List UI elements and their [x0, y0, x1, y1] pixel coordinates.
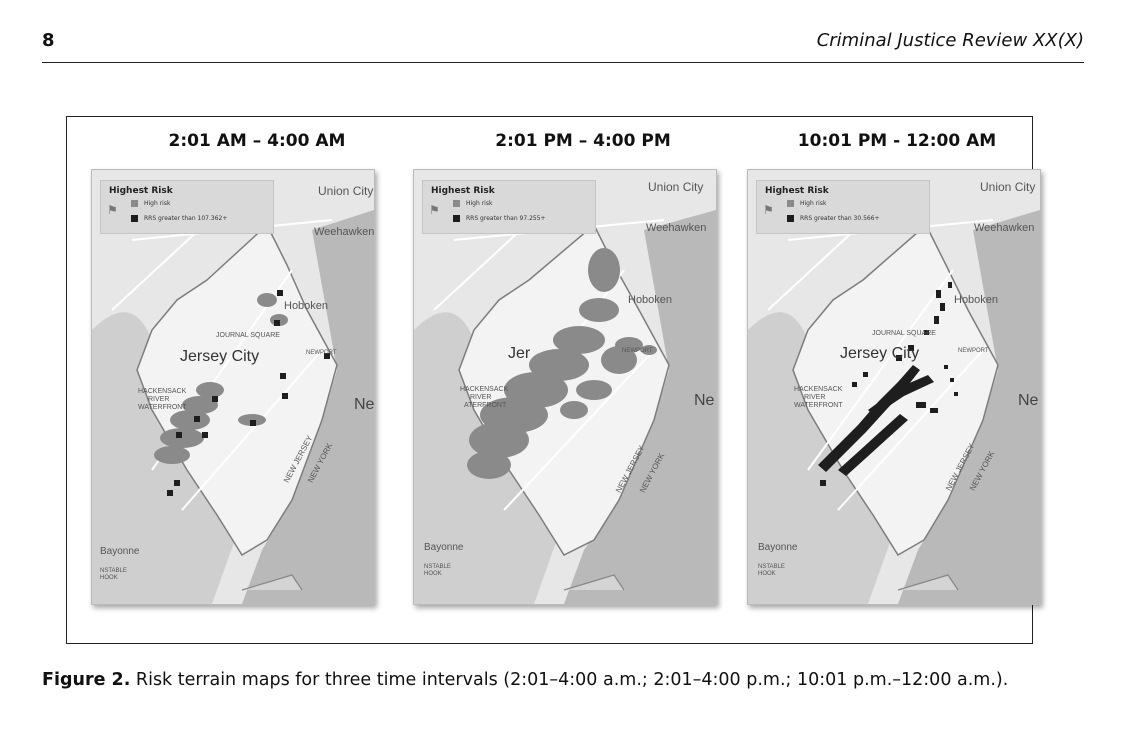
label-river: RIVER	[148, 396, 170, 403]
label-ne: Ne	[1018, 392, 1039, 409]
legend-title: Highest Risk	[765, 186, 829, 196]
map-panel-night: Highest Risk ⚑ High risk RRS greater tha…	[747, 169, 1041, 605]
label-waterfront: WATERFRONT	[794, 402, 843, 409]
label-union-city: Union City	[980, 180, 1036, 194]
figure-caption-label: Figure 2.	[42, 670, 131, 690]
location-pin-icon: ⚑	[107, 203, 118, 217]
legend-item-high-risk: High risk	[787, 200, 826, 207]
legend-title: Highest Risk	[109, 186, 173, 196]
panel-title-am: 2:01 AM – 4:00 AM	[168, 131, 346, 151]
label-union-city: Union City	[648, 180, 704, 194]
legend-label-rrs: RRS greater than 107.362+	[144, 215, 228, 222]
label-jersey-city: Jersey City	[840, 345, 920, 362]
figure-caption: Figure 2. Risk terrain maps for three ti…	[42, 670, 1008, 690]
label-union-city: Union City	[318, 184, 374, 198]
label-journal-square: JOURNAL SQUARE	[216, 332, 280, 339]
page-number: 8	[42, 30, 55, 51]
legend-label-high-risk: High risk	[800, 200, 827, 207]
label-hoboken: Hoboken	[284, 300, 329, 312]
label-ne: Ne	[354, 396, 375, 413]
map-panel-pm: Highest Risk ⚑ High risk RRS greater tha…	[413, 169, 717, 605]
label-hook: HOOK	[100, 575, 118, 581]
journal-title: Criminal Justice Review XX(X)	[816, 30, 1084, 51]
label-constable: NSTABLE	[758, 564, 785, 570]
legend-item-high-risk: High risk	[453, 200, 492, 207]
label-jersey-city: Jer	[508, 345, 531, 362]
label-hoboken: Hoboken	[954, 294, 999, 306]
label-weehawken: Weehawken	[974, 222, 1035, 234]
figure-2: 2:01 AM – 4:00 AM	[66, 116, 1041, 644]
label-river: RIVER	[470, 394, 492, 401]
label-hook: HOOK	[758, 571, 776, 577]
map-panel-am: Highest Risk ⚑ High risk RRS greater tha…	[91, 169, 375, 605]
legend-item-high-risk: High risk	[131, 200, 170, 207]
legend-am: Highest Risk ⚑ High risk RRS greater tha…	[100, 180, 274, 234]
legend-label-rrs: RRS greater than 30.566+	[800, 215, 880, 222]
label-hackensack: HACKENSACK	[460, 386, 509, 393]
label-ne: Ne	[694, 392, 715, 409]
location-pin-icon: ⚑	[429, 203, 440, 217]
label-newport: NEWPORT	[622, 348, 653, 354]
label-hackensack: HACKENSACK	[794, 386, 843, 393]
label-bayonne: Bayonne	[758, 542, 798, 553]
legend-item-rrs: RRS greater than 107.362+	[131, 215, 227, 222]
label-constable: NSTABLE	[424, 564, 451, 570]
panel-title-pm: 2:01 PM – 4:00 PM	[495, 131, 671, 151]
legend-pm: Highest Risk ⚑ High risk RRS greater tha…	[422, 180, 596, 234]
map-graphic-pm	[414, 189, 716, 604]
figure-caption-text: Risk terrain maps for three time interva…	[130, 670, 1009, 690]
label-river: RIVER	[804, 394, 826, 401]
legend-item-rrs: RRS greater than 30.566+	[787, 215, 880, 222]
label-bayonne: Bayonne	[424, 542, 464, 553]
label-hoboken: Hoboken	[628, 294, 673, 306]
legend-label-high-risk: High risk	[466, 200, 493, 207]
label-waterfront: WATERFRONT	[138, 404, 187, 411]
label-weehawken: Weehawken	[314, 226, 375, 238]
label-hook: HOOK	[424, 571, 442, 577]
page-header: 8 Criminal Justice Review XX(X)	[42, 30, 1084, 63]
label-newport: NEWPORT	[306, 350, 337, 356]
legend-label-high-risk: High risk	[144, 200, 171, 207]
legend-item-rrs: RRS greater than 97.255+	[453, 215, 546, 222]
panel-title-night: 10:01 PM - 12:00 AM	[797, 131, 997, 151]
legend-title: Highest Risk	[431, 186, 495, 196]
label-bayonne: Bayonne	[100, 546, 140, 557]
legend-night: Highest Risk ⚑ High risk RRS greater tha…	[756, 180, 930, 234]
label-journal-square: JOURNAL SQUARE	[872, 330, 936, 337]
label-newport: NEWPORT	[958, 348, 989, 354]
map-graphic-night	[748, 189, 1040, 604]
label-jersey-city: Jersey City	[180, 348, 260, 365]
label-weehawken: Weehawken	[646, 222, 707, 234]
legend-label-rrs: RRS greater than 97.255+	[466, 215, 546, 222]
label-waterfront: ATERFRONT	[464, 402, 507, 409]
label-constable: NSTABLE	[100, 568, 127, 574]
label-hackensack: HACKENSACK	[138, 388, 187, 395]
location-pin-icon: ⚑	[763, 203, 774, 217]
